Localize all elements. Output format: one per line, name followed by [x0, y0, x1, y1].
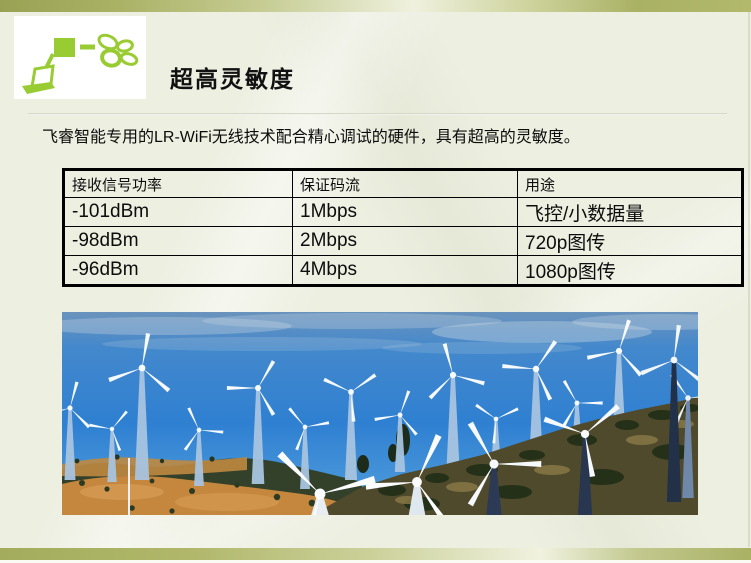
cell-rx-power: -96dBm: [63, 255, 293, 286]
title-divider: [28, 113, 727, 115]
table-header-row: 接收信号功率 保证码流 用途: [63, 169, 743, 198]
foreground-hill: [312, 397, 698, 515]
logo-flower-icon: [97, 33, 139, 68]
wind-farm-photo: [62, 312, 698, 515]
clouds: [62, 313, 698, 354]
pole: [128, 458, 130, 515]
feirui-logo-icon: [22, 33, 139, 94]
cell-bitrate: 4Mbps: [292, 255, 518, 286]
logo-box: [14, 16, 146, 99]
logo-square: [54, 38, 75, 57]
logo-laptop-base: [22, 82, 55, 94]
cell-usage: 720p图传: [517, 226, 743, 256]
top-accent-bar: [0, 0, 751, 12]
table-row: -96dBm 4Mbps 1080p图传: [63, 255, 743, 286]
cell-usage: 飞控/小数据量: [517, 197, 743, 227]
cell-rx-power: -98dBm: [63, 226, 293, 256]
logo-connector-line: [44, 53, 55, 69]
cell-usage: 1080p图传: [517, 255, 743, 286]
col-header-rx-power: 接收信号功率: [63, 169, 293, 198]
table-row: -101dBm 1Mbps 飞控/小数据量: [63, 197, 743, 227]
col-header-usage: 用途: [517, 169, 743, 198]
cell-bitrate: 2Mbps: [292, 226, 518, 256]
col-header-bitrate: 保证码流: [292, 169, 518, 198]
bottom-edge-strip: [0, 560, 751, 563]
intro-text: 飞睿智能专用的LR-WiFi无线技术配合精心调试的硬件，具有超高的灵敏度。: [42, 129, 580, 146]
bottom-accent-bar: [0, 548, 751, 560]
page-title: 超高灵敏度: [170, 67, 295, 92]
table-row: -98dBm 2Mbps 720p图传: [63, 226, 743, 256]
sensitivity-spec-table: 接收信号功率 保证码流 用途 -101dBm 1Mbps 飞控/小数据量 -98…: [62, 168, 744, 287]
cell-bitrate: 1Mbps: [292, 197, 518, 227]
cell-rx-power: -101dBm: [63, 197, 293, 227]
wind-farm-illustration: [62, 312, 698, 515]
